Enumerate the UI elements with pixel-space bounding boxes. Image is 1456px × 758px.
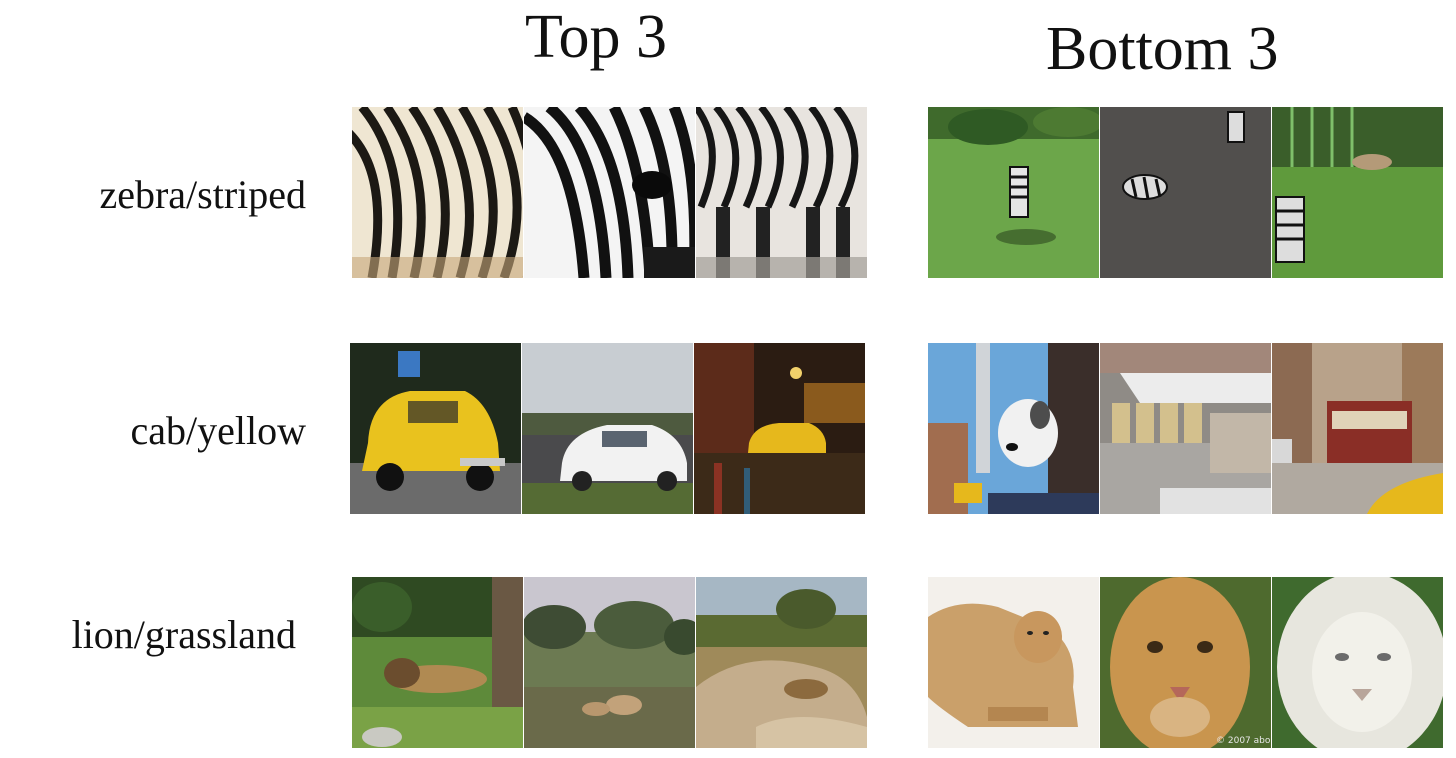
column-title-top: Top 3 <box>525 3 668 71</box>
image-cable-car-on-street <box>1272 343 1443 514</box>
image-white-lion-face <box>1272 577 1443 748</box>
image-lion-on-rocks <box>696 577 867 748</box>
row-label-cab: cab/yellow <box>130 408 307 453</box>
image-zebra-closeup-stripes <box>352 107 523 278</box>
image-lioness-lying-on-snow <box>928 577 1099 748</box>
image-zebra-on-dark-soil <box>1100 107 1271 278</box>
watermark-text: © 2007 abolivar <box>1216 736 1271 746</box>
image-dog-looking-out-car-window <box>928 343 1099 514</box>
image-lion-resting-in-grass <box>352 577 523 748</box>
image-parked-vans-below-building <box>1100 343 1271 514</box>
image-zebra-in-enclosure <box>1272 107 1443 278</box>
image-lions-in-savanna <box>524 577 695 748</box>
row-label-lion: lion/grassland <box>71 612 296 657</box>
image-vintage-yellow-cab <box>350 343 521 514</box>
image-yellow-cab-at-night <box>694 343 865 514</box>
image-zebra-eye-closeup <box>524 107 695 278</box>
image-white-taxi-on-road <box>522 343 693 514</box>
image-zebra-legs-stripes <box>696 107 867 278</box>
image-lioness-face-closeup: © 2007 abolivar <box>1100 577 1271 748</box>
column-title-bottom: Bottom 3 <box>1046 15 1279 83</box>
row-label-zebra: zebra/striped <box>99 172 306 217</box>
image-zebra-grazing-on-grass <box>928 107 1099 278</box>
